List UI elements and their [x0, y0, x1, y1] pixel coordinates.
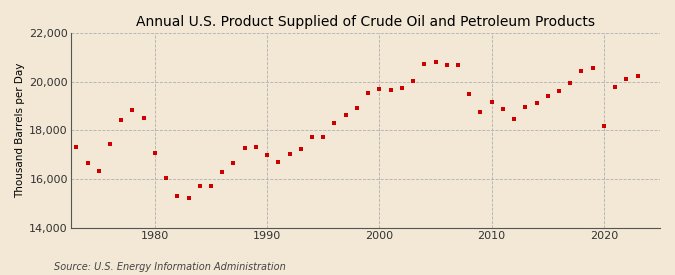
Point	[161, 176, 171, 180]
Point	[441, 63, 452, 67]
Point	[352, 106, 362, 110]
Point	[262, 153, 273, 157]
Point	[93, 169, 104, 174]
Point	[486, 100, 497, 104]
Point	[621, 76, 632, 81]
Point	[497, 107, 508, 111]
Point	[565, 81, 576, 85]
Point	[284, 152, 295, 156]
Point	[452, 63, 463, 67]
Point	[362, 91, 373, 96]
Point	[318, 135, 329, 139]
Point	[329, 121, 340, 125]
Point	[71, 145, 82, 150]
Point	[206, 184, 217, 188]
Point	[273, 160, 284, 164]
Point	[149, 151, 160, 156]
Point	[464, 92, 475, 96]
Point	[419, 62, 430, 66]
Point	[172, 194, 183, 199]
Point	[374, 87, 385, 91]
Point	[217, 170, 227, 175]
Point	[228, 161, 239, 165]
Point	[475, 109, 486, 114]
Point	[408, 79, 418, 83]
Point	[340, 113, 351, 117]
Point	[250, 145, 261, 149]
Point	[138, 116, 149, 120]
Point	[610, 85, 620, 89]
Point	[520, 105, 531, 109]
Point	[194, 184, 205, 188]
Point	[587, 66, 598, 71]
Point	[239, 146, 250, 150]
Point	[385, 88, 396, 92]
Point	[599, 123, 610, 128]
Title: Annual U.S. Product Supplied of Crude Oil and Petroleum Products: Annual U.S. Product Supplied of Crude Oi…	[136, 15, 595, 29]
Point	[306, 135, 317, 139]
Point	[632, 73, 643, 78]
Point	[396, 85, 407, 90]
Point	[105, 141, 115, 146]
Y-axis label: Thousand Barrels per Day: Thousand Barrels per Day	[15, 63, 25, 198]
Point	[531, 101, 542, 106]
Point	[127, 108, 138, 112]
Text: Source: U.S. Energy Information Administration: Source: U.S. Energy Information Administ…	[54, 262, 286, 272]
Point	[296, 147, 306, 151]
Point	[183, 196, 194, 200]
Point	[509, 116, 520, 121]
Point	[430, 60, 441, 64]
Point	[116, 118, 127, 122]
Point	[542, 94, 553, 99]
Point	[576, 68, 587, 73]
Point	[82, 161, 93, 166]
Point	[554, 89, 564, 93]
